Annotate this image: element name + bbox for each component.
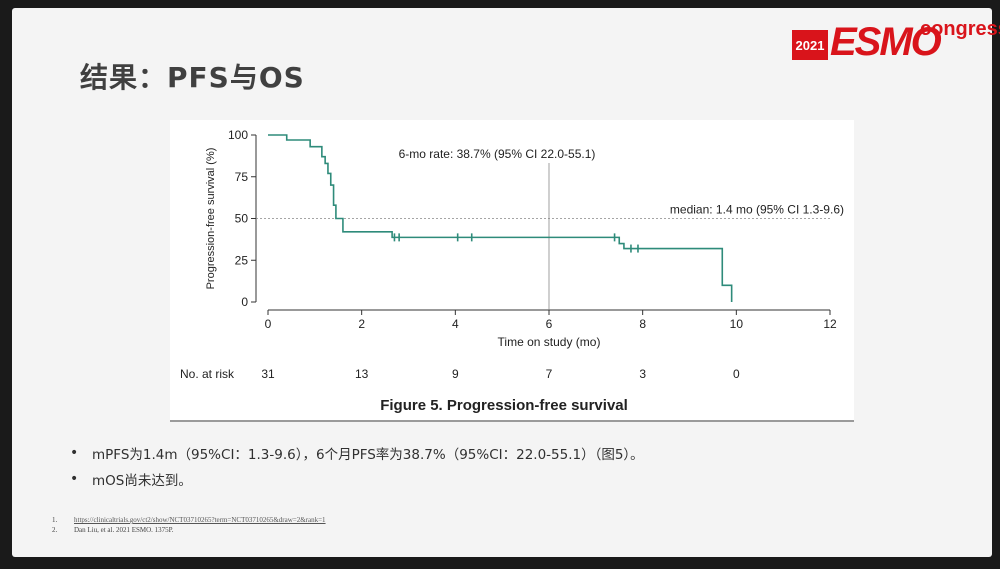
- bullet-item: • mOS尚未达到。: [70, 466, 644, 492]
- slide: 结果：PFS与OS 2021 ESMO congress 0 2 4 6 8 10 12 0 2…: [12, 8, 1000, 557]
- y-tick-label: 25: [235, 253, 249, 267]
- reference-item: 1. https://clinicaltrials.gov/ct2/show/N…: [52, 515, 326, 525]
- risk-count: 3: [639, 367, 646, 381]
- six-month-rate-annotation: 6-mo rate: 38.7% (95% CI 22.0-55.1): [399, 147, 596, 161]
- km-chart: 0 2 4 6 8 10 12 0 25 50 75 100 Time on study (mo) Pro…: [180, 128, 844, 414]
- bullet-text: mPFS为1.4m（95%CI：1.3-9.6），6个月PFS率为38.7%（9…: [92, 447, 644, 463]
- bullet-list: • mPFS为1.4m（95%CI：1.3-9.6），6个月PFS率为38.7%…: [70, 440, 644, 492]
- esmo-logo: 2021 ESMO congress: [792, 18, 1000, 66]
- reference-number: 2.: [52, 526, 58, 534]
- risk-count: 13: [355, 367, 369, 381]
- reference-number: 1.: [52, 516, 58, 524]
- reference-text: Dan Liu, et al. 2021 ESMO. 1375P.: [74, 526, 174, 534]
- x-tick-label: 4: [452, 317, 459, 331]
- logo-year: 2021: [792, 30, 828, 60]
- figure-panel: 0 2 4 6 8 10 12 0 25 50 75 100 Time on study (mo) Pro…: [170, 120, 854, 422]
- bullet-dot-icon: •: [70, 471, 79, 487]
- y-tick-label: 50: [235, 212, 249, 226]
- x-tick-label: 10: [730, 317, 744, 331]
- bullet-text: mOS尚未达到。: [92, 473, 192, 489]
- risk-count: 9: [452, 367, 459, 381]
- y-tick-label: 100: [228, 128, 248, 142]
- x-tick-label: 2: [358, 317, 365, 331]
- y-tick-label: 0: [241, 295, 248, 309]
- survival-curve: [268, 134, 733, 302]
- x-tick-label: 12: [823, 317, 837, 331]
- y-tick-label: 75: [235, 170, 249, 184]
- risk-count: 0: [733, 367, 740, 381]
- risk-count: 31: [261, 367, 275, 381]
- reference-item: 2. Dan Liu, et al. 2021 ESMO. 1375P.: [52, 525, 326, 535]
- risk-count: 7: [546, 367, 553, 381]
- references: 1. https://clinicaltrials.gov/ct2/show/N…: [52, 515, 326, 535]
- x-tick-label: 8: [639, 317, 646, 331]
- x-axis-label: Time on study (mo): [498, 335, 601, 349]
- x-tick-label: 0: [265, 317, 272, 331]
- x-tick-label: 6: [546, 317, 553, 331]
- figure-caption: Figure 5. Progression-free survival: [380, 397, 628, 414]
- logo-suffix: congress: [920, 18, 1000, 40]
- logo-brand: ESMO: [830, 20, 942, 64]
- y-axis-label: Progression-free survival (%): [205, 148, 217, 290]
- slide-title: 结果：PFS与OS: [80, 61, 305, 94]
- reference-link[interactable]: https://clinicaltrials.gov/ct2/show/NCT0…: [74, 516, 326, 524]
- risk-table-label: No. at risk: [180, 367, 235, 381]
- bullet-item: • mPFS为1.4m（95%CI：1.3-9.6），6个月PFS率为38.7%…: [70, 440, 644, 466]
- median-annotation: median: 1.4 mo (95% CI 1.3-9.6): [670, 203, 844, 217]
- bullet-dot-icon: •: [70, 445, 79, 461]
